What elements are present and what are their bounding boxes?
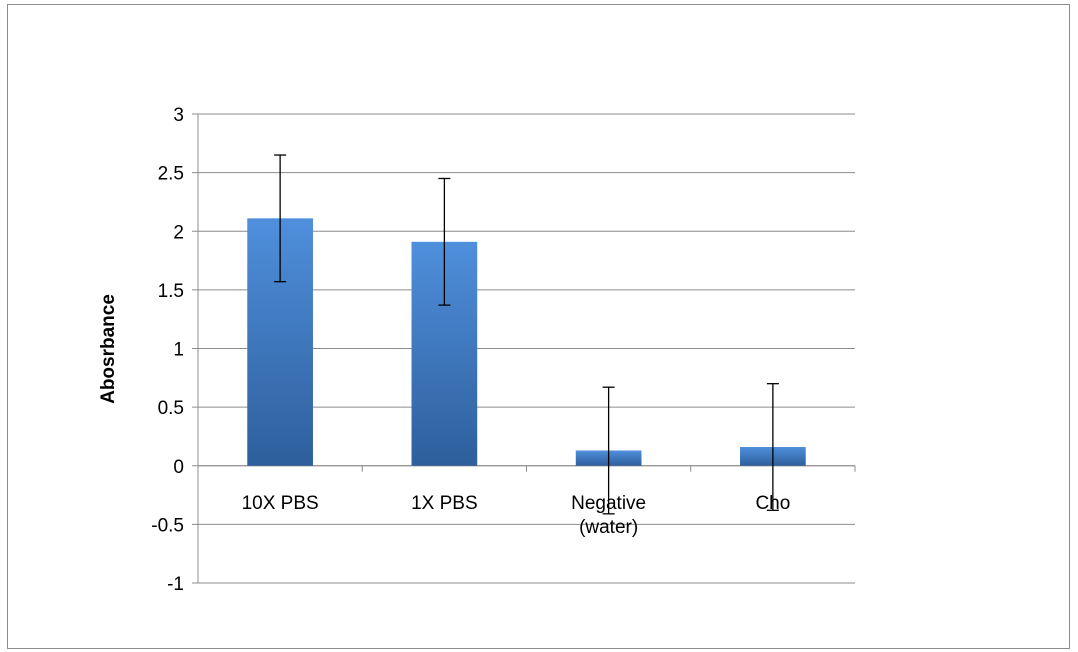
y-tick-label: 0 [173,457,184,478]
y-tick-label: -0.5 [151,515,184,536]
x-tick-label: Cho [755,493,790,514]
y-tick-label: 1 [173,340,184,361]
x-tick-labels: 10X PBS 1X PBS Negative (water) Cho [242,493,791,538]
y-axis-title: Abosrbance [98,294,119,404]
x-tick-label: 10X PBS [242,493,319,514]
y-tick-label: 3 [173,105,184,126]
error-bars [274,154,779,515]
y-tick-label: 1.5 [158,281,184,302]
x-tick-label: Negative (water) [571,493,646,538]
x-tick-label: 1X PBS [411,493,478,514]
y-tick-labels: -1 -0.5 0 0.5 1 1.5 2 2.5 3 [151,105,184,595]
y-tick-label: 2.5 [158,164,184,185]
y-tick-label: 0.5 [158,398,184,419]
y-tick-label: -1 [167,574,184,595]
bars [247,218,806,466]
chart-frame [7,4,1070,649]
gridlines [198,113,855,584]
y-tick-label: 2 [173,222,184,243]
